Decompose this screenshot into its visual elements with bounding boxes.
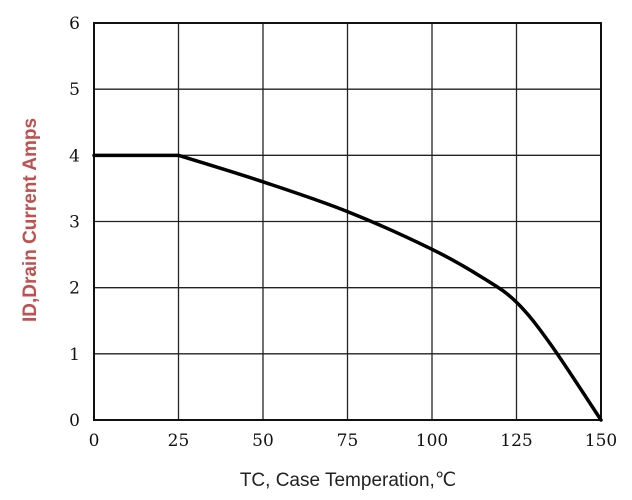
plot-frame [93, 22, 602, 421]
x-tick-label: 75 [337, 431, 359, 451]
y-axis-label: ID,Drain Current Amps [20, 118, 41, 322]
y-tick-label: 0 [69, 411, 80, 431]
x-tick-label: 25 [168, 431, 190, 451]
y-tick-label: 4 [69, 146, 80, 166]
y-ticks: 0 1 2 3 4 5 6 [69, 14, 80, 431]
y-tick-label: 1 [69, 345, 80, 365]
grid [93, 22, 602, 421]
x-tick-label: 0 [89, 431, 100, 451]
y-tick-label: 5 [69, 80, 80, 100]
series-line [92, 153, 603, 422]
x-ticks: 0 25 50 75 100 125 150 [89, 431, 618, 451]
x-tick-label: 100 [416, 431, 448, 451]
x-tick-label: 50 [252, 431, 274, 451]
y-tick-label: 3 [69, 213, 80, 233]
y-tick-label: 2 [69, 279, 80, 299]
x-tick-label: 150 [585, 431, 617, 451]
x-tick-label: 125 [500, 431, 532, 451]
y-tick-label: 6 [69, 14, 80, 34]
x-axis-label: TC, Case Temperation,℃ [240, 470, 456, 491]
